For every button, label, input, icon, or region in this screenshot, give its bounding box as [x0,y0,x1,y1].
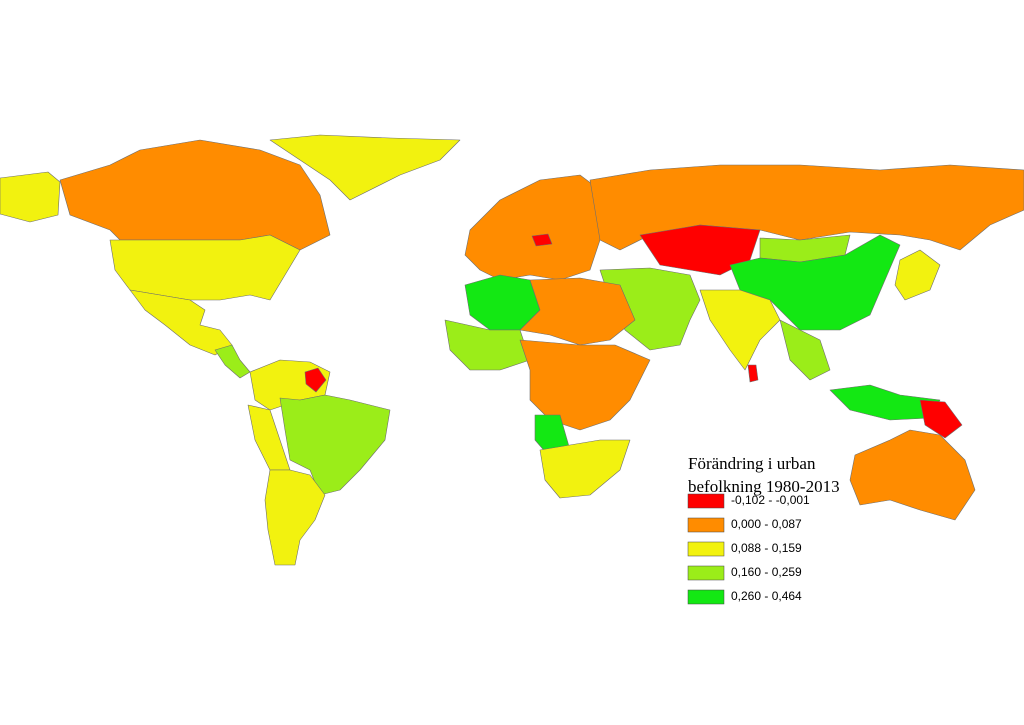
india [699,289,781,371]
legend-swatch [687,589,725,605]
legend-label: 0,160 - 0,259 [731,565,802,579]
japan [894,249,941,301]
legend-swatch [687,541,725,557]
czech-republic [531,233,553,247]
canada [59,139,331,251]
world-map [0,134,1024,566]
brazil [279,394,391,496]
australia [849,429,976,521]
usa [109,234,301,301]
sri-lanka [747,364,759,383]
north-africa-east [519,277,636,346]
papua-new-guinea [919,399,963,439]
europe [464,174,601,281]
southeast-asia [779,319,831,381]
central-africa [519,339,651,431]
guyana [304,367,327,393]
legend-label: 0,000 - 0,087 [731,517,802,531]
legend-title: Förändring i urban [688,454,816,473]
alaska [0,171,61,223]
legend-label: -0,102 - -0,001 [731,493,810,507]
argentina-chile [264,469,326,566]
legend-swatch [687,565,725,581]
legend-swatch [687,493,725,509]
legend-title: befolkning 1980-2013 [688,477,840,496]
legend-label: 0,260 - 0,464 [731,589,802,603]
legend-swatch [687,517,725,533]
greenland [269,134,461,201]
legend-label: 0,088 - 0,159 [731,541,802,555]
west-africa [444,319,531,371]
legend: Förändring i urban befolkning 1980-2013-0… [687,454,840,605]
southern-africa [539,439,631,499]
